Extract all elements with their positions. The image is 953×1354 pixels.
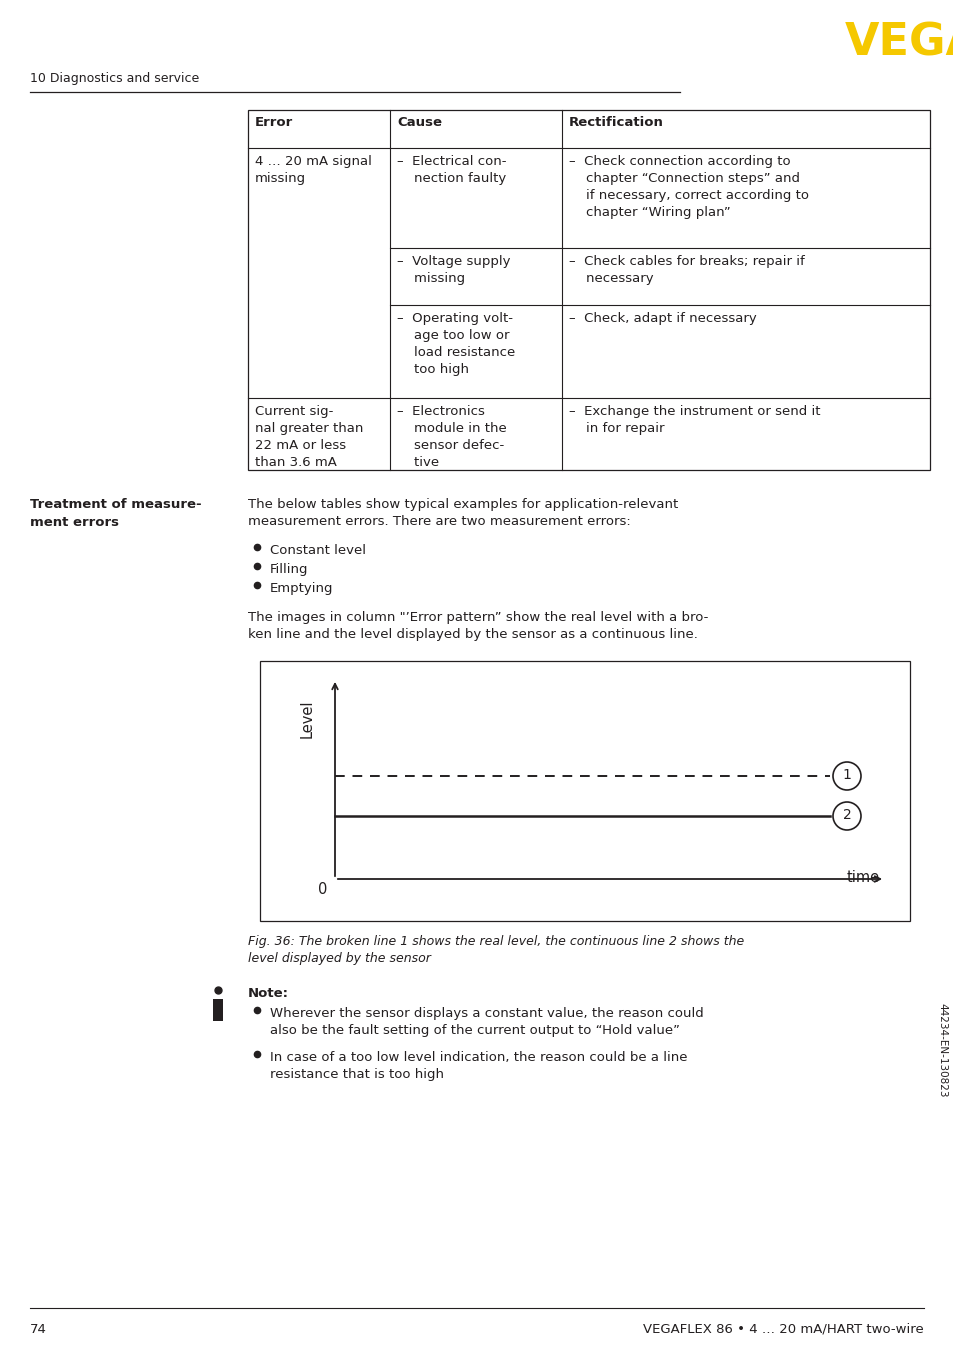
Text: Fig. 36: The broken line 1 shows the real level, the continuous line 2 shows the: Fig. 36: The broken line 1 shows the rea… [248,936,743,965]
Text: Constant level: Constant level [270,544,366,556]
Text: Current sig-
nal greater than
22 mA or less
than 3.6 mA: Current sig- nal greater than 22 mA or l… [254,405,363,468]
Text: VEGAFLEX 86 • 4 … 20 mA/HART two-wire: VEGAFLEX 86 • 4 … 20 mA/HART two-wire [642,1323,923,1336]
Bar [260,661,909,921]
Text: The below tables show typical examples for application-relevant
measurement erro: The below tables show typical examples f… [248,498,678,528]
Text: Emptying: Emptying [270,582,334,594]
Text: 44234-EN-130823: 44234-EN-130823 [936,1003,946,1097]
Text: Rectification: Rectification [568,116,663,129]
Text: Level: Level [299,700,314,738]
Text: time: time [846,871,879,886]
Text: –  Electrical con-
    nection faulty: – Electrical con- nection faulty [396,154,506,185]
Text: –  Operating volt-
    age too low or
    load resistance
    too high: – Operating volt- age too low or load re… [396,311,515,376]
Text: 4 … 20 mA signal
missing: 4 … 20 mA signal missing [254,154,372,185]
Text: –  Electronics
    module in the
    sensor defec-
    tive: – Electronics module in the sensor defec… [396,405,506,468]
Text: Filling: Filling [270,563,308,575]
Text: 1: 1 [841,768,850,783]
Text: 0: 0 [317,881,327,896]
Text: The images in column "’Error pattern” show the real level with a bro-
ken line a: The images in column "’Error pattern” sh… [248,611,708,640]
Bar [248,110,929,470]
Text: Error: Error [254,116,293,129]
Text: Note:: Note: [248,987,289,1001]
Text: –  Check connection according to
    chapter “Connection steps” and
    if neces: – Check connection according to chapter … [568,154,808,219]
Text: 74: 74 [30,1323,47,1336]
Bar [213,999,223,1021]
Text: –  Voltage supply
    missing: – Voltage supply missing [396,255,510,284]
Text: –  Check, adapt if necessary: – Check, adapt if necessary [568,311,756,325]
Text: –  Exchange the instrument or send it
    in for repair: – Exchange the instrument or send it in … [568,405,820,435]
Text: Cause: Cause [396,116,441,129]
Text: In case of a too low level indication, the reason could be a line
resistance tha: In case of a too low level indication, t… [270,1051,687,1080]
Text: –  Check cables for breaks; repair if
    necessary: – Check cables for breaks; repair if nec… [568,255,804,284]
Text: Treatment of measure-
ment errors: Treatment of measure- ment errors [30,498,201,529]
Text: VEGA: VEGA [844,22,953,65]
Text: 10 Diagnostics and service: 10 Diagnostics and service [30,72,199,85]
Text: Wherever the sensor displays a constant value, the reason could
also be the faul: Wherever the sensor displays a constant … [270,1007,703,1037]
Text: 2: 2 [841,808,850,822]
